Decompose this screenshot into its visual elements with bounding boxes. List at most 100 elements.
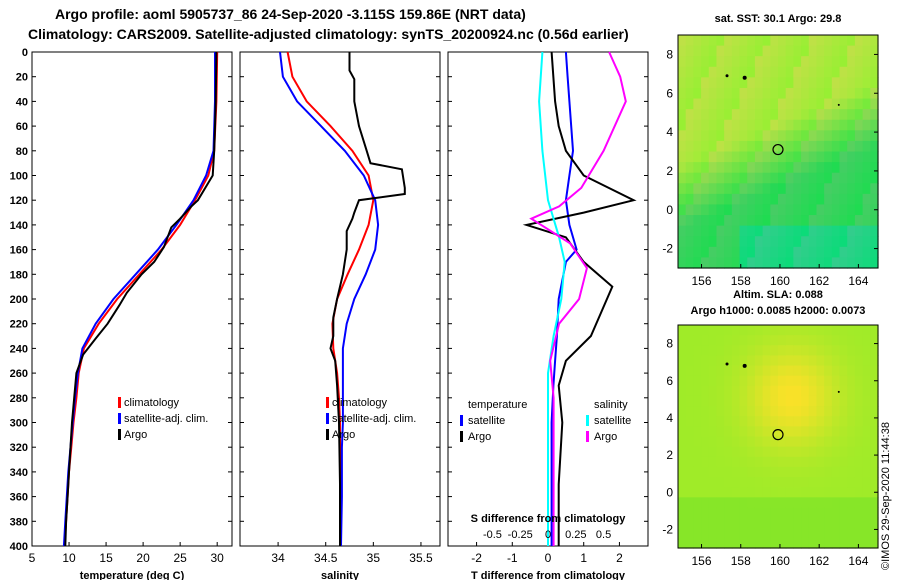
map-cell (808, 215, 818, 227)
map-cell (816, 416, 825, 427)
map-cell (801, 426, 810, 438)
map-cell (801, 345, 810, 357)
map-cell (870, 385, 879, 397)
map-cell (701, 487, 710, 498)
map-cell (678, 77, 687, 89)
map-cell (854, 236, 864, 248)
map-cell (770, 162, 779, 174)
map-cell (701, 527, 710, 539)
map-cell (747, 507, 756, 519)
map-cell (693, 193, 702, 206)
map-cell (870, 517, 879, 529)
map-cell (793, 183, 802, 195)
map-cell (847, 130, 856, 142)
map-cell (854, 183, 864, 195)
profile-panel-2: 34 34.5 35 35.5 salinity climatology satellite… (239, 51, 441, 580)
map-cell (716, 183, 725, 195)
map-cell (731, 77, 741, 89)
map-cell (793, 466, 802, 478)
map-cell (824, 66, 833, 78)
profile-panel-1: 0 20 40 60 80 100 120 140 160 180 200 220 240 260 280 3… (10, 47, 233, 580)
map-cell (862, 477, 871, 488)
map-cell (754, 215, 764, 227)
map-cell (793, 225, 802, 237)
map-cell (785, 395, 794, 407)
map-cell (724, 365, 733, 377)
map-cell (716, 446, 725, 458)
map-cell (716, 355, 725, 367)
map-cell (854, 355, 864, 367)
map-cell (816, 325, 825, 336)
map-cell (785, 466, 794, 478)
map-cell (801, 77, 810, 89)
map-cell (708, 151, 718, 163)
map-cell (854, 119, 864, 131)
map-cell (831, 56, 841, 68)
map-cell (831, 35, 841, 47)
map-cell (739, 183, 748, 195)
x-tick-label: 34 (271, 551, 285, 565)
map-cell (693, 225, 702, 237)
map-cell (778, 487, 787, 498)
map-cell (739, 172, 748, 184)
map-cell (816, 375, 825, 387)
map-cell (685, 257, 694, 269)
map-cell (685, 98, 694, 110)
map-cell (824, 416, 833, 427)
map-cell (739, 130, 748, 142)
map-cell (685, 204, 694, 216)
map-cell (870, 325, 879, 336)
y-tick-label: 220 (10, 319, 28, 331)
map-cell (847, 257, 856, 269)
map-cell (678, 236, 687, 248)
map-cell (839, 355, 848, 367)
map-cell (870, 151, 879, 163)
map-cell (685, 130, 694, 142)
map-cell (678, 416, 687, 427)
map-cell (854, 477, 864, 488)
map-cell (847, 77, 856, 89)
map-cell (724, 236, 733, 248)
map-cell (731, 507, 741, 519)
y-tick-label: 80 (16, 146, 28, 158)
map-cell (678, 487, 687, 498)
map-cell (831, 45, 841, 57)
series-line-climatology (63, 51, 219, 547)
legend-label: Argo (124, 429, 147, 441)
map-cell (731, 426, 741, 438)
map-cell (831, 436, 841, 448)
map-cell (731, 477, 741, 488)
map-cell (778, 527, 787, 539)
map-cell (716, 436, 725, 448)
map-cell (731, 446, 741, 458)
map-cell (739, 151, 748, 163)
legend-swatch (326, 397, 329, 408)
map-cell (870, 225, 879, 237)
map-cell (754, 109, 764, 121)
map-cell (862, 537, 871, 549)
map-cell (831, 98, 841, 110)
map-cell (754, 345, 764, 357)
map-cell (831, 477, 841, 488)
map-cell (693, 140, 702, 153)
map-cell (808, 140, 818, 153)
map-cell (778, 517, 787, 529)
map-cell (839, 466, 848, 478)
map-cell (847, 355, 856, 367)
map-cell (808, 162, 818, 174)
map-cell (701, 456, 710, 468)
y-tick-label: 400 (10, 541, 28, 553)
map-cell (793, 151, 802, 163)
x-tick-label: 0 (545, 551, 552, 565)
map-cell (847, 365, 856, 377)
map-cell (778, 225, 787, 237)
map-cell (847, 466, 856, 478)
map-cell (747, 130, 756, 142)
map-cell (685, 345, 694, 357)
map-cell (693, 335, 702, 346)
map-cell (824, 365, 833, 377)
map-cell (793, 527, 802, 539)
map-cell (870, 246, 879, 259)
map-cell (778, 466, 787, 478)
map-cell (708, 119, 718, 131)
